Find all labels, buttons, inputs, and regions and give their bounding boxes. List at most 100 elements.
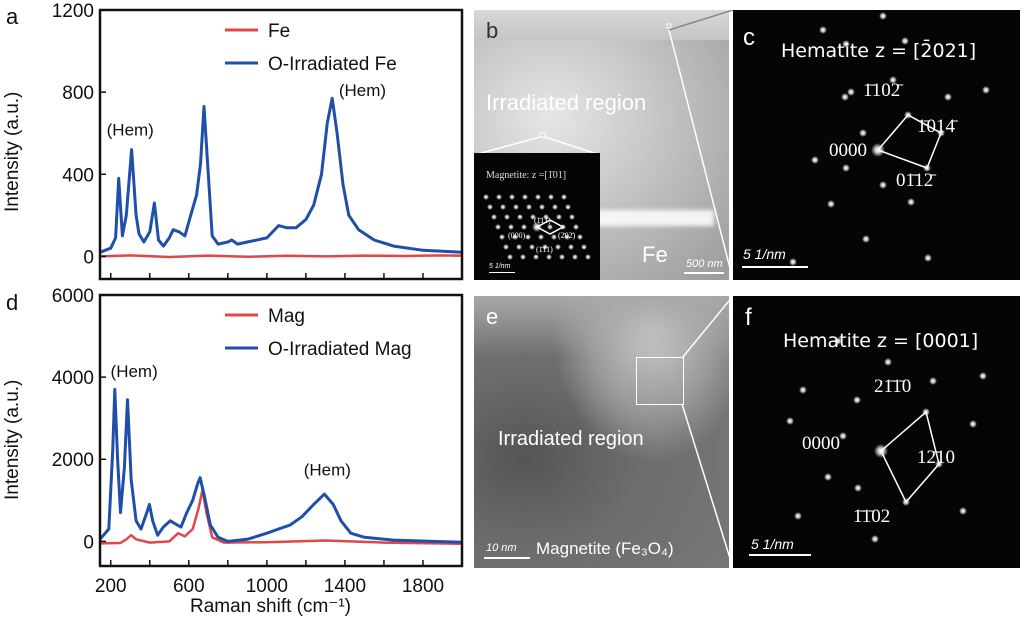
raman-chart-a: 0 400 800 1200 Fe O-Irradiated Fe (Hem) (Hem) <box>52 1 464 281</box>
series-line-mag <box>99 488 463 546</box>
irradiated-region-label-b: Irradiated region <box>486 90 647 115</box>
diffraction-spot <box>959 507 967 515</box>
series-line-fe <box>99 254 463 259</box>
scale-bar-f <box>749 554 811 556</box>
material-label-e: Magnetite (Fe₃O₄) <box>536 539 674 558</box>
diffraction-spot <box>522 194 528 200</box>
diffraction-spot <box>924 254 932 262</box>
diffraction-spot <box>538 234 544 240</box>
x-tick-label: 1400 <box>324 576 366 596</box>
diffraction-spot <box>548 194 554 200</box>
x-tick-label: 200 <box>95 576 127 596</box>
diffraction-spot <box>786 417 794 425</box>
diffraction-spot <box>854 484 862 492</box>
fft-pattern-c: c Hematite z = [2̄021] 1̄102̄ 1̄014̄ 000… <box>733 10 1020 280</box>
diffraction-spot <box>842 40 850 48</box>
diffraction-spot <box>529 244 535 250</box>
diffraction-spot <box>551 234 557 240</box>
spot-label-c: 1̄014̄ <box>917 116 955 137</box>
unit-cell-outline <box>535 219 565 235</box>
x-tick-label: 1000 <box>246 576 288 596</box>
diffraction-spot <box>565 204 571 210</box>
diffraction-spot <box>879 12 887 20</box>
diffraction-spot <box>542 244 548 250</box>
panel-label-d: d <box>6 290 19 315</box>
legend-label: Mag <box>268 306 305 327</box>
diffraction-spot <box>564 234 570 240</box>
diffraction-spot <box>799 386 807 394</box>
x-axis-label-d: Raman shift (cm⁻¹) <box>190 596 351 617</box>
zone-axis-title-c: Hematite z = [2̄021] <box>781 40 977 62</box>
fft-pattern-f: f Hematite z = [0001] 21̄1̄0 0000 12̄10 … <box>733 296 1020 568</box>
diffraction-spot <box>879 181 887 189</box>
panel-label-b: b <box>486 18 499 43</box>
irradiated-region-label-e: Irradiated region <box>498 428 644 450</box>
diffraction-spot <box>901 37 909 45</box>
region-of-interest-box <box>636 357 684 405</box>
y-tick-label: 0 <box>83 532 94 553</box>
diffraction-spot <box>487 204 493 210</box>
y-tick-label: 0 <box>83 247 94 268</box>
diffraction-spot <box>512 234 518 240</box>
diffraction-spot <box>547 224 553 230</box>
diffraction-spot <box>979 372 987 380</box>
tem-image-b: b Irradiated region Fe 500 nm Magnetite:… <box>474 10 729 280</box>
raman-chart-d: 200 600 1000 1400 1800 0 2000 4000 6000 Mag O-Irra… <box>52 286 464 596</box>
inset-spot-label: (1̄11̄) <box>534 216 551 225</box>
diffraction-spot <box>495 224 501 230</box>
diffraction-spot <box>496 194 502 200</box>
scale-bar-label-e: 10 nm <box>486 542 517 554</box>
diffraction-spot <box>842 164 850 172</box>
diffraction-spot <box>884 358 892 366</box>
diffraction-spot <box>827 200 835 208</box>
diffraction-spot <box>568 244 574 250</box>
diffraction-spot <box>491 214 497 220</box>
scale-bar-label-c: 5 1/nm <box>743 246 786 262</box>
legend-label: Fe <box>268 21 290 42</box>
diffraction-spot <box>834 337 842 345</box>
diffraction-spot <box>521 224 527 230</box>
spot-label-f: 1̄1̄02 <box>853 506 891 527</box>
panel-label-f: f <box>745 304 752 331</box>
scale-bar-label-f: 5 1/nm <box>751 536 794 552</box>
x-tick-label: 1800 <box>402 576 444 596</box>
diffraction-spot <box>969 420 977 428</box>
zoom-lines-b-c <box>668 10 734 280</box>
diffraction-spot <box>513 204 519 210</box>
diffraction-spot <box>572 254 578 260</box>
series-line-o-irradiated-mag <box>98 387 463 544</box>
diffraction-spot <box>517 214 523 220</box>
x-tick-label: 600 <box>173 576 205 596</box>
diffraction-spot <box>862 235 870 243</box>
diffraction-spot <box>526 204 532 210</box>
panel-label-a: a <box>6 4 19 29</box>
inset-spot-label: (1̄1̄1) <box>536 245 553 254</box>
y-tick-label: 1200 <box>52 1 94 22</box>
y-tick-label: 800 <box>62 83 94 104</box>
spot-label-f: 0000 <box>802 433 840 454</box>
scale-bar-b <box>684 272 724 274</box>
diffraction-spot <box>889 76 897 84</box>
y-tick-label: 400 <box>62 165 94 186</box>
diffraction-spots-c <box>789 12 990 266</box>
diffraction-spot <box>552 204 558 210</box>
diffraction-spot <box>504 214 510 220</box>
diffraction-spot <box>499 234 505 240</box>
inset-title: Magnetite: z =[1̄01] <box>486 170 567 181</box>
scale-bar-c <box>742 266 808 268</box>
y-tick-label: 2000 <box>52 450 94 471</box>
zoom-lines-e-f <box>681 296 734 568</box>
legend-label: O-Irradiated Mag <box>268 339 412 360</box>
inset-scale-bar <box>489 272 515 273</box>
diffraction-spot <box>555 244 561 250</box>
y-tick-label: 6000 <box>52 286 94 307</box>
panel-label-e: e <box>486 304 499 329</box>
spot-label-c: 01̄12̄ <box>896 170 934 191</box>
diffraction-spot <box>543 214 549 220</box>
diffraction-spot <box>839 432 847 440</box>
spot-label-c: 1̄102̄ <box>863 80 901 101</box>
zone-axis-title-f: Hematite z = [0001] <box>783 330 979 352</box>
plot-frame <box>98 293 464 568</box>
series-line-o-irradiated-fe <box>99 96 463 254</box>
diffraction-spot <box>907 198 915 206</box>
